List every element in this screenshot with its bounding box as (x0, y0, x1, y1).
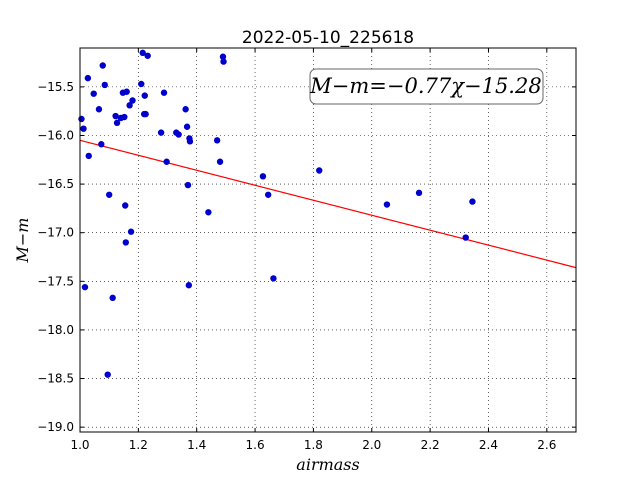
data-point (216, 158, 224, 165)
x-tick-label: 1.0 (70, 438, 89, 452)
data-point (186, 138, 194, 145)
y-tick-label: −16.5 (37, 177, 74, 191)
data-point (415, 189, 423, 197)
data-point (90, 90, 97, 97)
y-axis-label: M−m (13, 218, 32, 264)
x-axis-label: airmass (296, 455, 359, 474)
data-point (85, 152, 92, 160)
data-point (219, 53, 227, 60)
fit-line (79, 139, 577, 269)
data-point (183, 123, 191, 130)
data-point (144, 52, 151, 59)
data-point (182, 106, 189, 113)
data-point (270, 275, 277, 282)
data-point (84, 74, 92, 82)
data-point (109, 294, 116, 302)
annotation-text: M−m=−0.77χ−15.28 (309, 74, 541, 98)
annotation-box (309, 68, 544, 105)
ticks-layer: 1.0 1.2 1.4 1.6 1.8 2.0 2.2 2.4 2.6 −15.5 −16.0 −16… (37, 48, 576, 452)
data-point (213, 137, 221, 144)
data-point (264, 191, 272, 198)
data-point (123, 88, 130, 95)
data-point (316, 167, 323, 174)
data-point (205, 209, 212, 216)
y-tick-label: −18.5 (37, 372, 74, 386)
y-tick-label: −19.0 (37, 420, 74, 434)
data-point (139, 49, 146, 57)
data-point (129, 97, 136, 104)
x-tick-label: 2.4 (479, 438, 498, 452)
data-point (127, 228, 135, 235)
y-tick-label: −18.0 (37, 323, 74, 337)
data-point (122, 202, 129, 209)
data-point (99, 62, 106, 69)
data-point (175, 131, 182, 138)
data-point (138, 80, 145, 88)
data-point (220, 58, 227, 65)
y-tick-label: −17.5 (37, 274, 74, 288)
data-point (383, 201, 391, 208)
data-point (80, 125, 87, 132)
y-tick-label: −15.5 (37, 80, 74, 94)
x-tick-label: 1.4 (187, 438, 206, 452)
chart-title: 2022-05-10_225618 (242, 28, 414, 48)
equation-annotation: M−m=−0.77χ−15.28 (309, 68, 544, 105)
x-tick-label: 1.8 (304, 438, 323, 452)
data-point (259, 173, 267, 180)
data-point (81, 283, 89, 291)
data-point (121, 113, 128, 121)
data-point (126, 102, 133, 109)
data-point (113, 119, 121, 127)
data-points-layer (78, 49, 476, 378)
data-point (112, 112, 119, 120)
y-tick-label: −17.0 (37, 226, 74, 240)
data-point (101, 81, 109, 89)
data-point (160, 89, 168, 96)
fit-line-layer (79, 139, 577, 269)
data-point (98, 141, 105, 148)
data-point (462, 234, 469, 241)
x-tick-label: 2.0 (362, 438, 381, 452)
x-tick-label: 1.6 (246, 438, 265, 452)
data-point (184, 181, 192, 189)
data-point (157, 129, 165, 136)
data-point (469, 198, 476, 205)
x-tick-label: 2.2 (421, 438, 440, 452)
data-point (185, 282, 193, 289)
data-point (105, 191, 113, 198)
x-tick-label: 2.6 (537, 438, 556, 452)
data-point (122, 239, 130, 246)
plot-frame (79, 47, 577, 433)
y-tick-label: −16.0 (37, 128, 74, 142)
x-tick-label: 1.2 (129, 438, 148, 452)
grid-layer (79, 48, 576, 432)
data-point (95, 106, 103, 113)
data-point (163, 158, 170, 165)
data-point (78, 115, 85, 123)
data-point (141, 92, 148, 99)
data-point (142, 110, 149, 118)
data-point (104, 371, 111, 378)
